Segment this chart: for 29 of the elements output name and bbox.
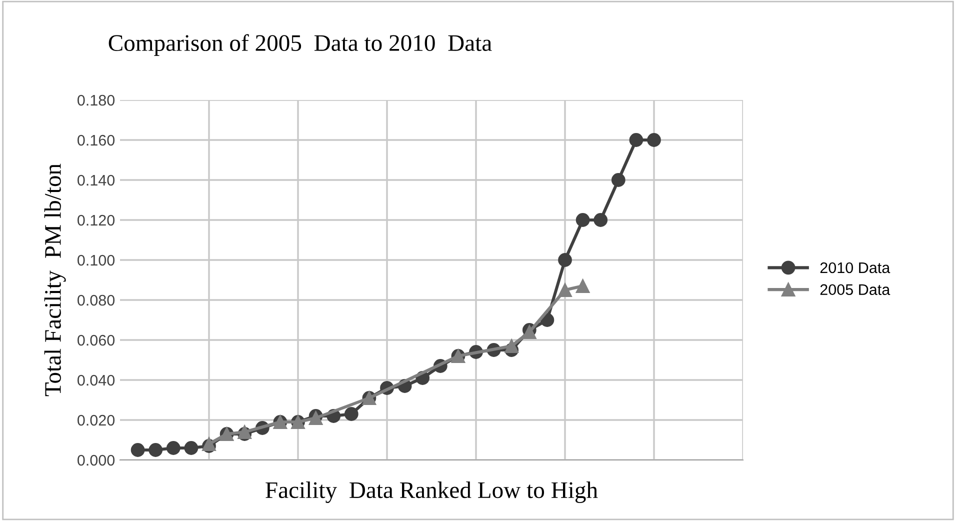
point xyxy=(504,339,519,353)
chart-title: Comparison of 2005 Data to 2010 Data xyxy=(108,34,492,56)
y-tick-label: 0.000 xyxy=(78,454,115,466)
y-tick-label: 0.040 xyxy=(78,374,115,386)
y-tick-label: 0.060 xyxy=(78,334,115,346)
point xyxy=(184,441,198,455)
x-axis-title: Facility Data Ranked Low to High xyxy=(266,482,598,504)
point xyxy=(611,173,626,187)
point xyxy=(647,133,661,147)
y-tick-label: 0.140 xyxy=(78,174,115,186)
point xyxy=(344,407,358,421)
y-tick-label: 0.120 xyxy=(78,214,115,226)
point xyxy=(130,443,145,457)
y-tick-label: 0.180 xyxy=(78,94,115,106)
point xyxy=(558,283,572,297)
point xyxy=(576,213,590,227)
point xyxy=(576,279,590,293)
point xyxy=(594,213,608,227)
y-tick-label: 0.020 xyxy=(78,414,115,426)
point xyxy=(558,253,572,267)
y-tick-label: 0.100 xyxy=(78,254,115,266)
point xyxy=(629,133,644,147)
legend-label: 2005 Data xyxy=(820,284,890,296)
y-tick-label: 0.160 xyxy=(78,134,115,146)
y-tick-label: 0.080 xyxy=(78,294,115,306)
point xyxy=(166,441,180,455)
legend-label: 2010 Data xyxy=(820,262,890,274)
y-axis-title: Total Facility PM lb/ton xyxy=(44,164,66,396)
point xyxy=(148,443,163,457)
